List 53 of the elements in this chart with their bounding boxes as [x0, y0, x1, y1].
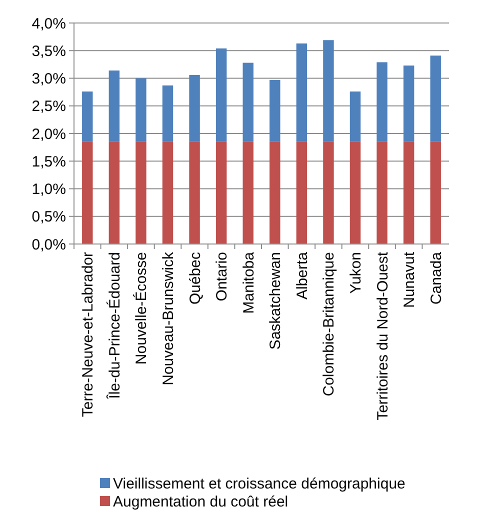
y-tick-label: 1,5% — [32, 153, 66, 170]
x-tick-label: Saskatchewan — [267, 252, 284, 350]
x-tick-label: Territoires du Nord-Ouest — [374, 251, 392, 420]
bar — [136, 78, 146, 142]
bar — [296, 43, 308, 142]
bar — [189, 141, 200, 244]
y-tick-label: 0,5% — [32, 208, 66, 226]
legend-label: Augmentation du coût réel — [113, 493, 288, 510]
x-tick-label: Île-du-Prince-Édouard — [105, 252, 124, 400]
legend-label: Vieillissement et croissance démographique — [113, 475, 406, 492]
x-tick-label: Nunavut — [401, 251, 418, 308]
bar — [82, 92, 93, 142]
bar — [296, 141, 308, 244]
x-tick-label: Terre-Neuve-et-Labrador — [80, 252, 97, 418]
bar — [323, 40, 334, 142]
x-tick-label: Canada — [428, 251, 445, 305]
bar — [376, 141, 388, 244]
bar — [136, 141, 146, 244]
bar — [242, 62, 254, 142]
bar — [189, 74, 200, 142]
bar — [216, 48, 227, 142]
y-tick-label: 2,5% — [32, 98, 66, 116]
y-tick-label: 3,0% — [32, 70, 66, 88]
bar — [108, 70, 120, 142]
bar — [323, 141, 334, 244]
x-tick-label: Nouveau-Brunswick — [160, 252, 177, 386]
x-tick-label: Alberta — [294, 251, 311, 300]
y-tick-label: 2,0% — [32, 126, 66, 143]
bar — [242, 141, 254, 244]
x-tick-label: Yukon — [348, 252, 364, 294]
y-tick-label: 3,5% — [32, 42, 66, 60]
x-tick-label: Manitoba — [240, 251, 258, 314]
bar — [162, 85, 174, 142]
bar — [108, 141, 120, 244]
x-tick-label: Nouvelle-Écosse — [132, 252, 150, 365]
bar — [82, 141, 93, 244]
bar — [162, 141, 174, 244]
bar — [403, 66, 414, 142]
x-tick-label: Ontario — [214, 252, 231, 302]
bar — [430, 141, 441, 244]
x-tick-label: Québec — [186, 252, 204, 305]
bar — [216, 141, 227, 244]
bar — [376, 62, 388, 142]
bar — [403, 141, 414, 244]
bar — [350, 92, 361, 142]
bar — [270, 141, 280, 244]
x-tick-label: Colombie-Britannique — [320, 252, 338, 396]
y-tick-label: 4,0% — [32, 15, 66, 32]
bar — [270, 80, 280, 142]
y-tick-label: 1,0% — [32, 181, 66, 198]
bar — [350, 141, 361, 244]
bar — [430, 56, 441, 142]
y-tick-label: 0,0% — [32, 236, 66, 254]
